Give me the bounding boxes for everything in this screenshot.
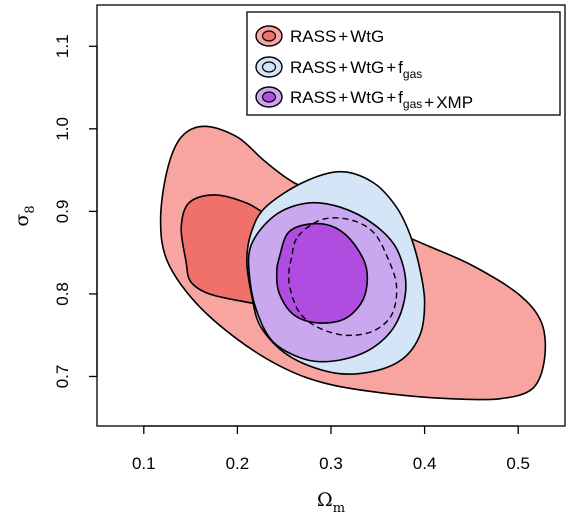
legend-label-part: RASS [290,88,336,107]
y-axis-label-base: σ [11,214,33,227]
x-tick-label: 0.4 [413,454,437,473]
x-axis: 0.1 0.2 0.3 0.4 0.5 [132,425,530,473]
y-axis-label: σ8 [11,205,38,226]
legend-swatch-inner-1 [261,30,277,42]
legend-label-1: RASS + WtG [290,27,384,46]
x-tick-label: 0.2 [226,454,250,473]
y-tick-label: 1.0 [53,117,72,141]
contour-inner-3 [275,222,369,324]
legend-label-sub: gas [403,67,422,81]
y-axis: 0.7 0.8 0.9 1.0 1.1 [53,34,98,389]
y-axis-label-sub: 8 [23,205,38,213]
legend-label-part: + [386,58,396,77]
contour-dashed-3 [287,217,398,337]
y-tick-label: 0.9 [53,200,72,224]
x-axis-label-base: Ω [317,489,333,511]
legend-label-part: RASS [290,58,336,77]
legend-label-part: + [338,27,348,46]
legend-label-part: + [338,58,348,77]
legend-label-part: WtG [350,88,384,107]
y-tick-label: 0.8 [53,282,72,306]
legend-label-part: + [338,88,348,107]
legend-swatch-inner-2 [261,61,277,73]
legend-label-part: XMP [436,93,473,112]
legend-label-part: f [398,58,403,77]
x-tick-label: 0.1 [132,454,156,473]
legend-label-part: + [386,88,396,107]
y-tick-label: 0.7 [53,365,72,389]
legend-swatch-inner-3 [261,91,277,103]
x-axis-label-sub: m [333,501,345,516]
legend-label-part: f [398,88,403,107]
legend-label-2: RASS + WtG + fgas [290,58,422,81]
y-tick-label: 1.1 [53,34,72,58]
x-tick-label: 0.5 [506,454,530,473]
legend-label-part: + [424,93,434,112]
legend-label-3: RASS + WtG + fgas + XMP [290,88,473,112]
legend-label-part: WtG [350,58,384,77]
legend-label-part: RASS [290,27,336,46]
x-tick-label: 0.3 [319,454,343,473]
legend-label-part: WtG [350,27,384,46]
legend-label-sub: gas [403,97,422,111]
legend-box [246,11,561,116]
x-axis-label: Ωm [317,489,345,516]
contour-layer [159,125,547,401]
